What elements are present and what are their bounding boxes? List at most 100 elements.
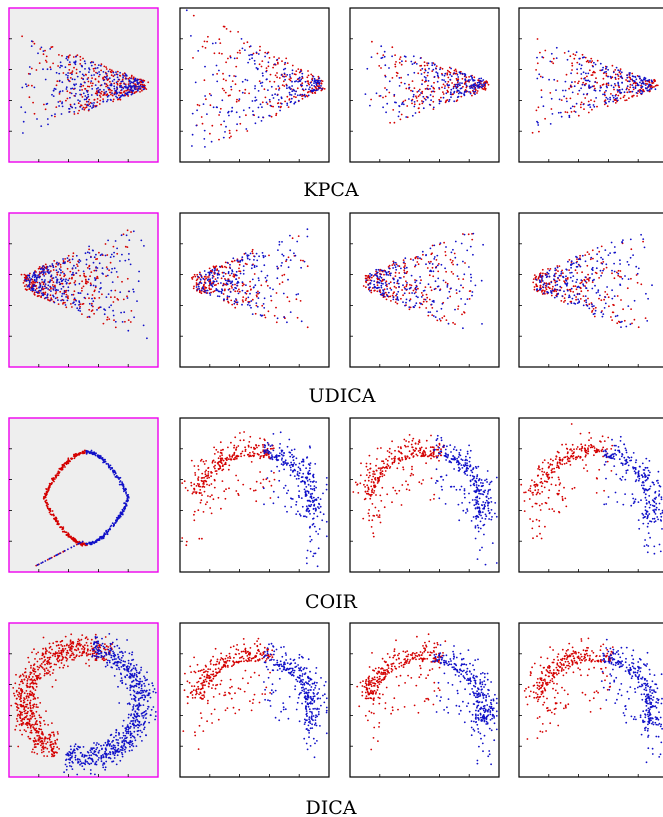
data-point-red <box>141 89 143 92</box>
data-point-blue <box>450 251 453 254</box>
data-point-red <box>306 265 309 268</box>
data-point-red <box>611 311 614 314</box>
data-point-red <box>584 254 587 256</box>
data-point-red <box>224 497 227 500</box>
data-point-blue <box>575 51 578 54</box>
data-point-blue <box>538 73 541 76</box>
data-point-red <box>571 69 573 71</box>
data-point-red <box>192 287 195 290</box>
data-point-red <box>449 295 452 298</box>
data-point-blue <box>37 52 39 55</box>
data-point-blue <box>293 448 296 451</box>
data-point-red <box>583 278 586 281</box>
data-point-red <box>39 48 42 50</box>
data-point-blue <box>29 279 32 281</box>
data-point-red <box>237 479 240 482</box>
data-point-blue <box>206 113 208 115</box>
data-point-blue <box>136 81 139 84</box>
data-point-blue <box>415 63 418 65</box>
data-point-blue <box>269 452 272 454</box>
data-point-blue <box>437 277 440 280</box>
data-point-blue <box>99 254 102 257</box>
data-point-blue <box>53 301 56 304</box>
data-point-blue <box>284 61 287 64</box>
data-point-blue <box>635 92 638 94</box>
data-point-red <box>48 289 51 291</box>
data-point-blue <box>257 90 260 92</box>
data-point-blue <box>429 88 431 90</box>
data-point-red <box>278 57 280 59</box>
data-point-red <box>409 298 412 301</box>
data-point-blue <box>38 289 41 292</box>
data-point-blue <box>28 274 30 277</box>
data-point-blue <box>295 503 297 506</box>
data-point-red <box>252 451 254 453</box>
data-point-blue <box>230 85 233 88</box>
data-point-blue <box>306 562 308 565</box>
data-point-blue <box>564 282 567 285</box>
data-point-blue <box>87 93 89 96</box>
data-point-blue <box>137 78 139 81</box>
data-point-blue <box>133 80 136 83</box>
data-point-red <box>408 83 410 86</box>
data-point-blue <box>419 282 422 284</box>
data-point-blue <box>259 314 262 316</box>
data-point-red <box>402 259 405 261</box>
data-point-blue <box>112 309 114 312</box>
data-point-red <box>106 318 108 321</box>
data-point-blue <box>315 89 318 92</box>
data-point-blue <box>95 452 97 455</box>
data-point-red <box>295 96 297 99</box>
data-point-blue <box>425 263 427 266</box>
data-point-red <box>194 491 196 493</box>
data-point-blue <box>407 73 409 76</box>
data-point-red <box>579 103 582 106</box>
data-point-blue <box>581 83 584 86</box>
data-point-blue <box>473 79 476 82</box>
data-point-blue <box>46 293 49 296</box>
data-point-red <box>239 439 242 442</box>
data-point-blue <box>387 291 390 294</box>
data-point-red <box>431 314 434 316</box>
data-point-blue <box>22 120 25 123</box>
data-point-red <box>35 285 38 287</box>
data-point-blue <box>394 261 397 264</box>
data-point-red <box>617 77 620 80</box>
data-point-blue <box>110 99 112 101</box>
data-point-red <box>264 51 267 54</box>
data-point-blue <box>284 78 286 81</box>
data-point-red <box>260 451 262 454</box>
data-point-blue <box>196 289 199 291</box>
data-point-blue <box>538 279 541 282</box>
data-point-blue <box>461 72 464 75</box>
data-point-red <box>213 486 216 489</box>
data-point-red <box>605 266 608 269</box>
data-point-red <box>614 102 617 104</box>
data-point-blue <box>559 289 561 292</box>
data-point-blue <box>614 315 617 318</box>
data-point-blue <box>313 503 316 506</box>
data-point-red <box>83 274 85 277</box>
data-point-red <box>288 300 291 303</box>
data-point-red <box>61 271 64 273</box>
data-point-blue <box>477 87 479 89</box>
data-point-blue <box>90 449 93 452</box>
data-point-blue <box>222 275 225 278</box>
data-point-blue <box>85 543 88 545</box>
data-point-blue <box>428 103 431 106</box>
scatter-panels <box>8 7 663 778</box>
data-point-red <box>197 465 200 467</box>
data-point-red <box>68 63 70 66</box>
data-point-red <box>203 476 206 479</box>
data-point-red <box>218 38 221 41</box>
data-point-red <box>62 72 65 74</box>
data-point-blue <box>126 93 129 96</box>
data-point-red <box>307 80 309 83</box>
data-point-blue <box>408 306 411 308</box>
data-point-red <box>200 479 203 482</box>
data-point-blue <box>228 114 230 117</box>
data-point-blue <box>121 511 123 514</box>
data-point-red <box>575 288 578 291</box>
data-point-red <box>275 112 278 115</box>
data-point-blue <box>86 97 88 99</box>
